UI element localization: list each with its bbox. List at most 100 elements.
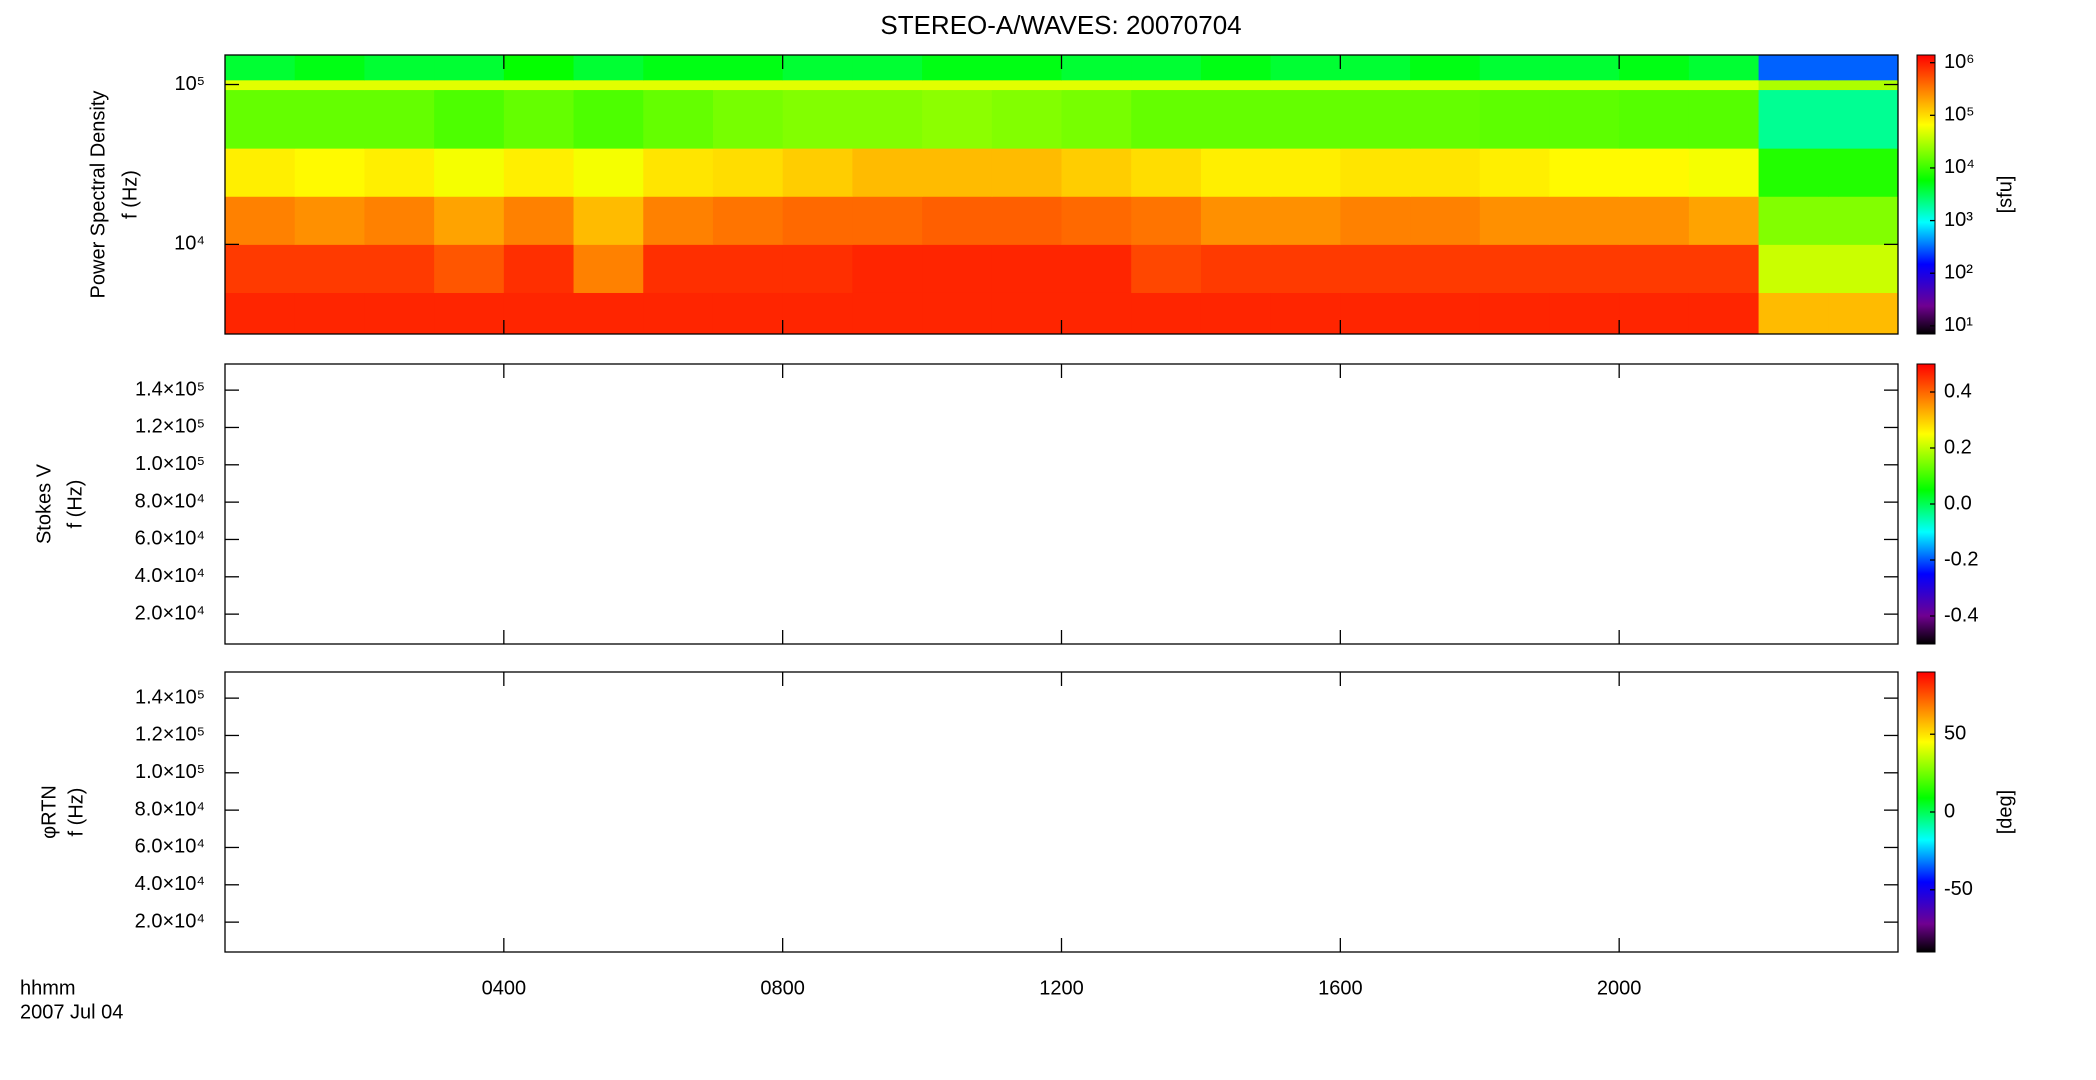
- heatmap-cell: [434, 244, 505, 293]
- heatmap-cell: [1061, 196, 1132, 245]
- heatmap-cell: [782, 89, 853, 149]
- y-tick-label: 1.4×10⁵: [135, 378, 205, 400]
- heatmap-cell: [782, 292, 853, 335]
- heatmap-cell: [1758, 148, 1829, 197]
- heatmap-cell: [643, 79, 714, 91]
- heatmap-cell: [1479, 79, 1550, 91]
- heatmap-cell: [1061, 148, 1132, 197]
- heatmap-cell: [712, 148, 784, 197]
- y-axis-label: f (Hz): [65, 788, 87, 837]
- heatmap-cell: [712, 89, 784, 149]
- heatmap-cell: [1340, 196, 1411, 245]
- heatmap-cell: [364, 55, 435, 81]
- colorbar-tick-label: 10¹: [1944, 314, 1973, 336]
- date-label: 2007 Jul 04: [20, 1001, 123, 1023]
- heatmap-cell: [1270, 196, 1341, 245]
- heatmap-cell: [1688, 79, 1760, 91]
- heatmap-cell: [1758, 292, 1829, 335]
- heatmap-cell: [712, 244, 784, 293]
- heatmap-cell: [364, 196, 435, 245]
- heatmap-cell: [1479, 148, 1550, 197]
- heatmap-cell: [1131, 148, 1202, 197]
- colorbar-tick-label: 10³: [1944, 209, 1973, 231]
- heatmap-cell: [1270, 79, 1341, 91]
- heatmap-cell: [1200, 89, 1272, 149]
- x-tick-label: 2000: [1597, 977, 1642, 999]
- heatmap-cell: [1410, 292, 1481, 335]
- heatmap-cell: [991, 89, 1062, 149]
- heatmap-cell: [1131, 244, 1202, 293]
- heatmap-cell: [1270, 89, 1341, 149]
- heatmap-cell: [1479, 196, 1550, 245]
- heatmap-cell: [573, 55, 644, 81]
- heatmap-cell: [294, 292, 365, 335]
- heatmap-cell: [1061, 89, 1132, 149]
- heatmap-cell: [434, 79, 505, 91]
- heatmap-cell: [1479, 89, 1550, 149]
- heatmap-cell: [1200, 148, 1272, 197]
- heatmap-cell: [1619, 55, 1690, 81]
- heatmap-cell: [1340, 79, 1411, 91]
- heatmap-cell: [225, 55, 296, 81]
- heatmap-cell: [1619, 196, 1690, 245]
- heatmap-cell: [503, 79, 575, 91]
- heatmap-cell: [503, 55, 575, 81]
- y-tick-label: 10⁴: [174, 233, 205, 255]
- y-tick-label: 1.4×10⁵: [135, 686, 205, 708]
- heatmap-cell: [991, 244, 1062, 293]
- heatmap-cell: [503, 196, 575, 245]
- y-tick-label: 1.0×10⁵: [135, 761, 205, 783]
- heatmap-cell: [1270, 148, 1341, 197]
- heatmap-cell: [1619, 244, 1690, 293]
- heatmap-cell: [1688, 196, 1760, 245]
- x-tick-label: 1200: [1039, 977, 1084, 999]
- y-axis-label: Power Spectral Density: [87, 91, 109, 299]
- heatmap-cell: [1200, 196, 1272, 245]
- heatmap-cell: [852, 55, 923, 81]
- heatmap-cell: [364, 244, 435, 293]
- heatmap-cell: [434, 196, 505, 245]
- y-tick-label: 6.0×10⁴: [135, 836, 205, 858]
- heatmap-cell: [294, 79, 365, 91]
- heatmap-cell: [1549, 89, 1620, 149]
- heatmap-cell: [573, 89, 644, 149]
- colorbar-tick-label: 0: [1944, 800, 1955, 822]
- heatmap-cell: [364, 79, 435, 91]
- heatmap-cell: [294, 55, 365, 81]
- heatmap-cell: [294, 196, 365, 245]
- heatmap-cell: [225, 196, 296, 245]
- colorbar-tick-label: 0.4: [1944, 380, 1972, 402]
- plot-background: [225, 364, 1898, 644]
- heatmap-cell: [643, 89, 714, 149]
- y-axis-label: f (Hz): [119, 170, 141, 219]
- heatmap-cell: [1688, 55, 1760, 81]
- heatmap-cell: [364, 292, 435, 335]
- heatmap-cell: [1410, 196, 1481, 245]
- x-tick-label: 0400: [482, 977, 527, 999]
- heatmap-cell: [434, 55, 505, 81]
- heatmap-cell: [712, 55, 784, 81]
- heatmap-cell: [1828, 79, 1899, 91]
- heatmap-cell: [712, 79, 784, 91]
- heatmap-cell: [782, 196, 853, 245]
- heatmap-cell: [1688, 292, 1760, 335]
- heatmap-cell: [1479, 292, 1550, 335]
- x-axis-label: hhmm: [20, 977, 76, 999]
- heatmap-cell: [1061, 79, 1132, 91]
- y-tick-label: 2.0×10⁴: [135, 602, 205, 624]
- heatmap-cell: [712, 196, 784, 245]
- heatmap-cell: [922, 292, 993, 335]
- heatmap-cell: [1758, 196, 1829, 245]
- heatmap-cell: [573, 244, 644, 293]
- heatmap-cell: [294, 148, 365, 197]
- y-tick-label: 4.0×10⁴: [135, 873, 205, 895]
- plot-background: [225, 672, 1898, 952]
- colorbar-tick-label: 10²: [1944, 261, 1973, 283]
- heatmap-cell: [364, 148, 435, 197]
- heatmap-cell: [1619, 292, 1690, 335]
- heatmap-cell: [1688, 89, 1760, 149]
- y-axis-label: Stokes V: [33, 463, 55, 544]
- heatmap-cell: [922, 79, 993, 91]
- y-tick-label: 2.0×10⁴: [135, 910, 205, 932]
- y-tick-label: 10⁵: [174, 73, 205, 95]
